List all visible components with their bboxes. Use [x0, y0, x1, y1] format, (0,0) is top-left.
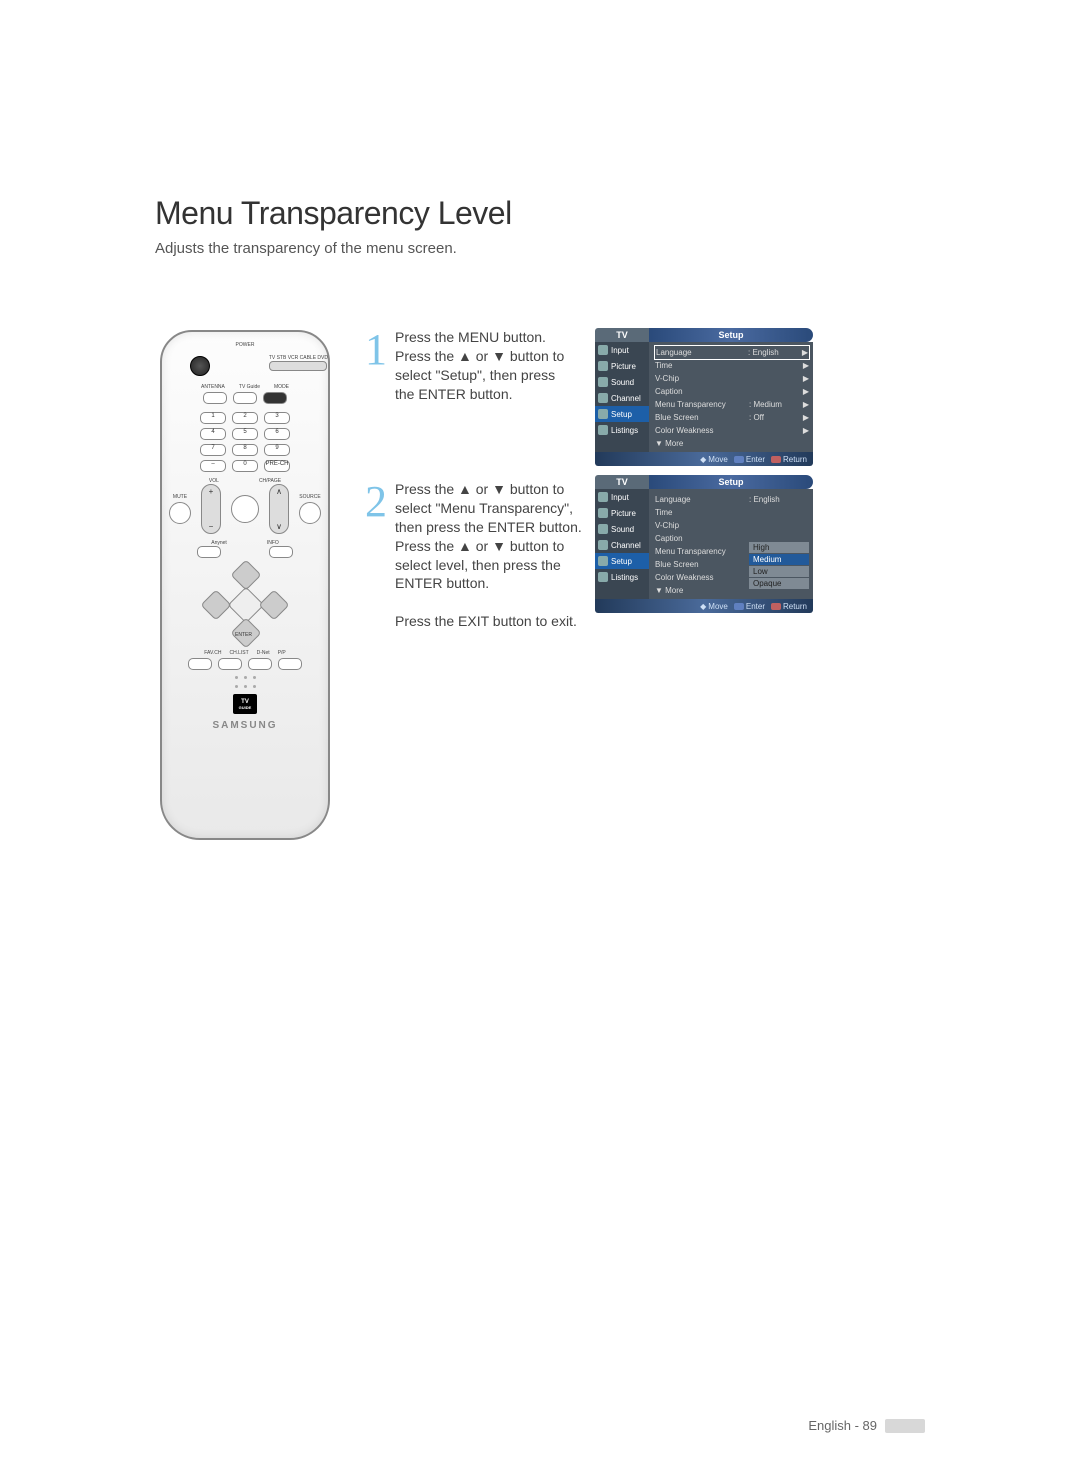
remote-tvguide-button [233, 392, 257, 404]
osd-sidebar-channel: Channel [595, 390, 649, 406]
remote-dnet-button [248, 658, 272, 670]
step-1: 1 Press the MENU button. Press the ▲ or … [365, 328, 564, 404]
osd2-option-opaque: Opaque [749, 578, 809, 589]
remote-key-6: 6 [264, 428, 290, 440]
osd2-footer: ◆Move Enter Return [595, 599, 813, 613]
remote-nav-up [230, 559, 261, 590]
step-2-number: 2 [365, 480, 387, 631]
remote-vol-rocker: +− [201, 484, 221, 534]
osd-sidebar-listings: Listings [595, 569, 649, 585]
remote-nav-left [200, 589, 231, 620]
remote-mode-label: MODE [274, 384, 289, 390]
remote-favch-label: FAV.CH [204, 650, 221, 656]
osd1-row: Caption▶ [655, 385, 809, 398]
osd-sidebar-listings: Listings [595, 422, 649, 438]
remote-nav-right [258, 589, 289, 620]
osd2-transparency-popup: HighMediumLowOpaque [749, 541, 809, 590]
osd1-row: Menu Transparency: Medium▶ [655, 398, 809, 411]
osd1-row: Color Weakness▶ [655, 424, 809, 437]
osd2-option-low: Low [749, 566, 809, 577]
osd-sidebar-input: Input [595, 342, 649, 358]
remote-pp-label: P/P [278, 650, 286, 656]
remote-center1 [231, 495, 259, 523]
osd2-row: V-Chip [655, 519, 809, 532]
osd-sidebar-setup: Setup [595, 553, 649, 569]
osd-menu-1: TV Setup InputPictureSoundChannelSetupLi… [595, 328, 813, 466]
osd-sidebar-sound: Sound [595, 521, 649, 537]
osd1-row: Blue Screen: Off▶ [655, 411, 809, 424]
osd-sidebar-picture: Picture [595, 358, 649, 374]
remote-chlist-label: CH.LIST [229, 650, 248, 656]
osd2-option-medium: Medium [749, 554, 809, 565]
remote-key-5: 5 [232, 428, 258, 440]
osd-sidebar-input: Input [595, 489, 649, 505]
page-footer: English - 89 [808, 1418, 925, 1433]
remote-source-label: SOURCE [299, 494, 320, 500]
osd-menu-2: TV Setup InputPictureSoundChannelSetupLi… [595, 475, 813, 613]
remote-dnet-label: D-Net [257, 650, 270, 656]
remote-key-2: 2 [232, 412, 258, 424]
osd-sidebar-sound: Sound [595, 374, 649, 390]
remote-info-button [269, 546, 293, 558]
osd1-more: ▼ More [655, 437, 809, 450]
remote-image: POWER TV STB VCR CABLE DVD ANTENNA TV Gu… [160, 330, 330, 840]
remote-power-button [190, 356, 210, 376]
remote-favch-button [188, 658, 212, 670]
osd2-title: Setup [649, 475, 813, 489]
remote-key-3: 3 [264, 412, 290, 424]
osd2-row: Language: English [655, 493, 809, 506]
remote-tvguide-label: TV Guide [239, 384, 260, 390]
remote-mute-button [169, 502, 191, 524]
remote-anynet-button [197, 546, 221, 558]
remote-source-button [299, 502, 321, 524]
page-footer-bar [885, 1419, 925, 1433]
osd1-row: Language: English▶ [654, 345, 810, 360]
remote-key-9: 9 [264, 444, 290, 456]
osd1-footer: ◆Move Enter Return [595, 452, 813, 466]
osd1-row: Time▶ [655, 359, 809, 372]
remote-mute-label: MUTE [173, 494, 187, 500]
page-title: Menu Transparency Level [155, 195, 512, 232]
step-1-text: Press the MENU button. Press the ▲ or ▼ … [395, 328, 564, 404]
osd1-title: Setup [649, 328, 813, 342]
remote-chlist-button [218, 658, 242, 670]
osd2-row: Time [655, 506, 809, 519]
remote-mode-slider [269, 361, 327, 371]
remote-antenna-label: ANTENNA [201, 384, 225, 390]
osd2-tv-label: TV [595, 475, 649, 489]
osd-sidebar-setup: Setup [595, 406, 649, 422]
remote-ch-rocker: ∧∨ [269, 484, 289, 534]
remote-tvguide-logo: TV GUIDE [233, 694, 257, 714]
step-2-text: Press the ▲ or ▼ button to select "Menu … [395, 480, 582, 631]
step-2: 2 Press the ▲ or ▼ button to select "Men… [365, 480, 582, 631]
osd2-option-high: High [749, 542, 809, 553]
remote-key-prech: PRE-CH [264, 460, 290, 472]
step-1-number: 1 [365, 328, 387, 404]
remote-key-8: 8 [232, 444, 258, 456]
remote-key-minus: – [200, 460, 226, 472]
osd-sidebar-channel: Channel [595, 537, 649, 553]
remote-key-0: 0 [232, 460, 258, 472]
osd1-row: V-Chip▶ [655, 372, 809, 385]
remote-nav-cluster: ENTER [205, 564, 285, 644]
remote-key-7: 7 [200, 444, 226, 456]
remote-antenna-button [203, 392, 227, 404]
remote-brand-label: SAMSUNG [162, 720, 328, 731]
remote-mode-button [263, 392, 287, 404]
remote-key-1: 1 [200, 412, 226, 424]
page-subtitle: Adjusts the transparency of the menu scr… [155, 240, 457, 257]
osd-sidebar-picture: Picture [595, 505, 649, 521]
remote-key-4: 4 [200, 428, 226, 440]
osd1-tv-label: TV [595, 328, 649, 342]
remote-pp-button [278, 658, 302, 670]
remote-enter-label: ENTER [235, 632, 252, 638]
